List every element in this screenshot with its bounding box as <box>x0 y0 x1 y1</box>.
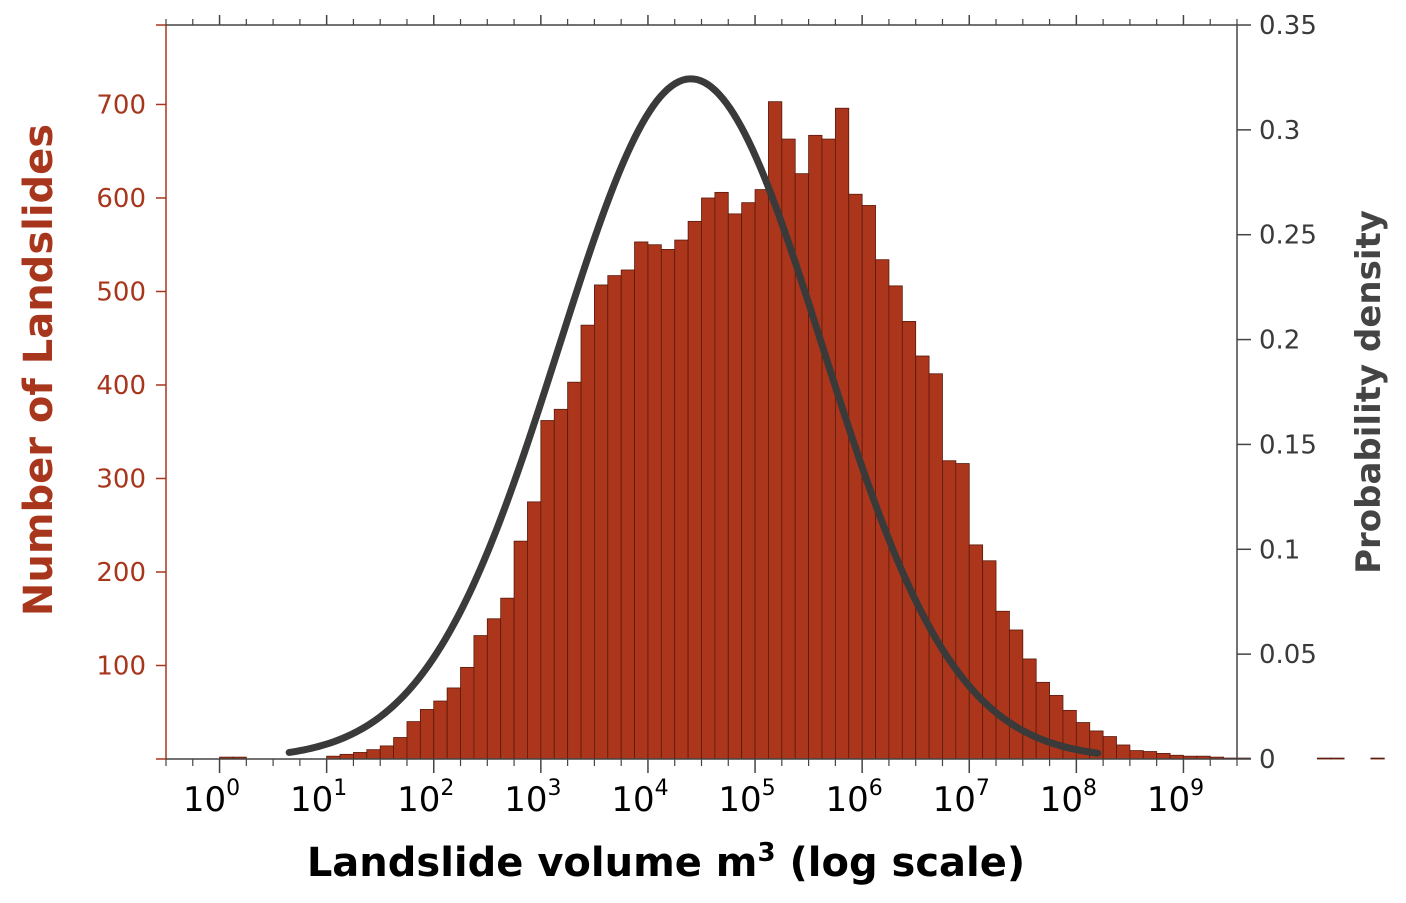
histogram-bar <box>607 275 622 760</box>
histogram-bar <box>1316 757 1332 760</box>
axes: 100 200 300 400 500 600 700 0 0.05 0.1 0.15 0.2 0.25… <box>96 11 1317 820</box>
histogram-bar <box>995 610 1010 760</box>
x-tick-label: 104 <box>611 776 668 820</box>
histogram-bar <box>821 138 836 760</box>
left-tick-label: 500 <box>96 277 146 307</box>
right-tick-label: 0.25 <box>1259 221 1317 251</box>
histogram-bar <box>500 597 515 760</box>
histogram-bar <box>1142 751 1158 760</box>
histogram-bars <box>219 101 1385 760</box>
left-tick-label: 700 <box>96 90 146 120</box>
x-tick-label: 109 <box>1147 776 1204 820</box>
histogram-bar <box>1035 681 1050 760</box>
histogram-bar <box>834 107 850 760</box>
histogram-bar <box>727 213 743 760</box>
histogram-bar <box>714 191 729 760</box>
histogram-bar <box>419 709 435 760</box>
x-axis-label: Landslide volume m3 (log scale) <box>307 838 1025 886</box>
histogram-bar <box>379 745 394 760</box>
histogram-bar <box>741 202 756 760</box>
histogram-bar <box>968 544 984 760</box>
histogram-bar <box>620 269 635 760</box>
right-tick-label: 0.35 <box>1259 11 1317 41</box>
x-tick-label: 106 <box>826 776 883 820</box>
histogram-bar <box>366 749 381 760</box>
x-tick-label: 103 <box>504 776 561 820</box>
histogram-bar <box>687 220 702 760</box>
x-axis-label-main: Landslide volume m <box>307 840 758 886</box>
histogram-bar <box>942 460 957 760</box>
y-axis-label-right: Probability density <box>1349 210 1389 574</box>
x-tick-label: 108 <box>1040 776 1097 820</box>
histogram-bar <box>446 687 461 760</box>
right-tick-label: 0.05 <box>1259 640 1317 670</box>
histogram-bar <box>1116 744 1131 760</box>
left-tick-label: 200 <box>96 558 146 588</box>
left-tick-label: 300 <box>96 464 146 494</box>
histogram-bar <box>982 560 997 760</box>
x-tick-label: 100 <box>183 776 240 820</box>
histogram-bar <box>915 355 930 760</box>
histogram-bar <box>594 284 609 760</box>
histogram-bar <box>1370 757 1385 760</box>
histogram-bar <box>393 737 408 760</box>
left-tick-label: 400 <box>96 371 146 401</box>
histogram-bar <box>674 239 689 760</box>
right-tick-label: 0.3 <box>1259 116 1300 146</box>
histogram-bar <box>1009 629 1024 760</box>
histogram-bar <box>567 381 582 760</box>
left-tick-label: 600 <box>96 184 146 214</box>
right-tick-label: 0.15 <box>1259 430 1317 460</box>
histogram-bar <box>353 752 368 760</box>
x-tick-label: 107 <box>933 776 990 820</box>
x-axis-label-suffix: (log scale) <box>776 840 1026 886</box>
histogram-bar <box>1330 757 1345 760</box>
histogram-bar <box>433 700 448 760</box>
x-tick-label: 102 <box>397 776 454 820</box>
histogram-bar <box>848 193 863 760</box>
right-tick-label: 0.1 <box>1259 535 1300 565</box>
histogram-bar <box>1022 658 1037 760</box>
left-tick-label: 100 <box>96 651 146 681</box>
right-tick-label: 0.2 <box>1259 326 1300 356</box>
y-axis-label-left: Number of Landslides <box>16 124 62 616</box>
x-tick-label: 105 <box>718 776 775 820</box>
histogram-bar <box>701 197 716 760</box>
histogram-bar <box>955 463 970 760</box>
histogram-bar <box>1156 752 1171 760</box>
histogram-bar <box>460 666 475 760</box>
histogram-bar <box>928 373 943 760</box>
histogram-bar <box>540 420 555 760</box>
histogram-bar <box>754 189 769 760</box>
histogram-bar <box>901 321 917 760</box>
histogram-bar <box>1102 736 1117 760</box>
histogram-bar <box>1129 750 1144 760</box>
histogram-bar <box>580 324 595 760</box>
histogram-bar <box>553 408 569 760</box>
histogram-bar <box>888 285 903 760</box>
right-tick-label: 0 <box>1259 745 1276 775</box>
histogram-bar <box>527 501 542 760</box>
x-tick-label: 101 <box>290 776 347 820</box>
histogram-bar <box>473 635 488 760</box>
histogram-bar <box>513 540 528 760</box>
histogram-bar <box>486 618 502 760</box>
histogram-bar <box>406 721 421 760</box>
histogram-bar <box>660 249 676 760</box>
histogram-bar <box>647 244 662 760</box>
x-axis-label-superscript: 3 <box>757 838 775 868</box>
probability-density-curve <box>285 75 1102 757</box>
histogram-bar <box>634 241 649 760</box>
histogram-bar <box>808 134 823 760</box>
